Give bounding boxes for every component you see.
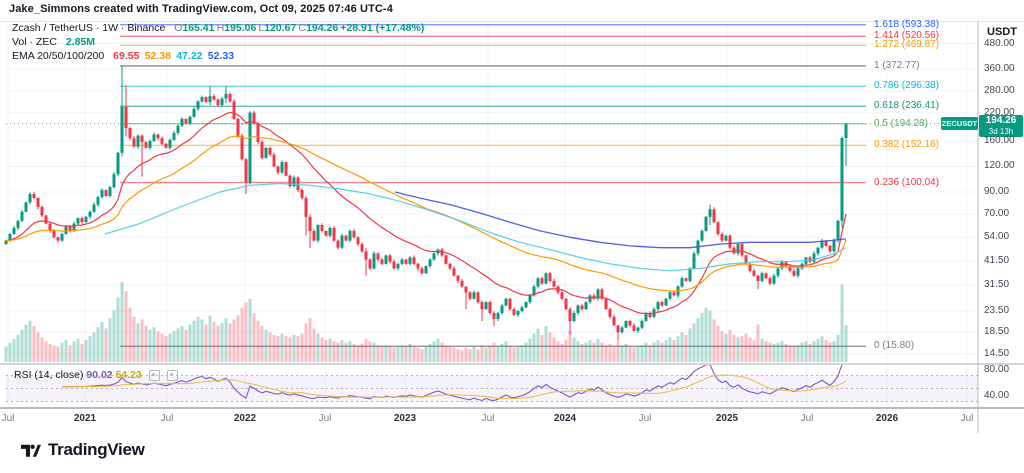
ema-value: 47.22 xyxy=(176,50,208,62)
ohlc-value: 195.06 xyxy=(224,22,259,34)
volume-label: Vol · ZEC xyxy=(12,36,57,48)
current-price: 194.26 xyxy=(985,115,1017,126)
tradingview-logo-text: TradingView xyxy=(48,440,145,459)
ohlc-key: C xyxy=(298,22,307,34)
bar-countdown: 3d 13h xyxy=(988,127,1014,136)
more-options-icon[interactable] xyxy=(166,369,178,381)
time-tick-label: 2024 xyxy=(553,413,577,424)
rsi-ma-value: 54.23 xyxy=(115,369,142,381)
price-tick-label: 41.50 xyxy=(984,255,1010,266)
price-tick-label: 280.00 xyxy=(984,85,1015,96)
price-tick-label: 90.00 xyxy=(984,186,1010,197)
ema-label: EMA 20/50/100/200 xyxy=(12,50,105,62)
ema-value: 52.38 xyxy=(144,50,177,62)
time-tick-label: Jul xyxy=(960,413,974,424)
ohlc-value: 165.41 xyxy=(182,22,217,34)
volume-value: 2.85M xyxy=(65,36,96,48)
price-tick-label: 54.00 xyxy=(984,231,1010,242)
ema-value: 52.33 xyxy=(207,50,240,62)
fib-level-label: 0 (15.80) xyxy=(874,340,915,351)
time-tick-label: 2023 xyxy=(393,413,417,424)
rsi-tick-label: 80.00 xyxy=(984,364,1010,375)
tradingview-logo[interactable]: TradingView xyxy=(20,440,145,460)
time-tick-label: 2025 xyxy=(715,413,739,424)
ohlc-value: 120.67 xyxy=(264,22,299,34)
fib-level-label: 1.618 (593.38) xyxy=(874,19,940,30)
change-value: +28.91 (+17.48%) xyxy=(340,22,425,34)
time-tick-label: 2026 xyxy=(875,413,899,424)
time-tick-label: Jul xyxy=(318,413,332,424)
price-tick-label: 120.00 xyxy=(984,160,1015,171)
chart-credit: Jake_Simmons created with TradingView.co… xyxy=(9,3,393,15)
price-tick-label: 480.00 xyxy=(984,38,1015,49)
price-tick-label: 220.00 xyxy=(984,107,1015,118)
time-tick-label: Jul xyxy=(160,413,174,424)
rsi-label: RSI (14, close) xyxy=(14,369,84,381)
price-tick-label: 14.50 xyxy=(984,348,1010,359)
fib-level-label: 0.236 (100.04) xyxy=(874,177,940,188)
tradingview-logo-icon xyxy=(20,444,41,457)
fib-level-label: 1.414 (520.56) xyxy=(874,30,940,41)
current-price-badge[interactable]: 194.26 3d 13h xyxy=(979,115,1023,137)
price-tick-label: 360.00 xyxy=(984,63,1015,74)
ema-legend-row[interactable]: EMA 20/50/100/200 69.55 52.38 47.22 52.3… xyxy=(12,50,239,62)
rsi-value: 90.02 xyxy=(86,369,113,381)
fib-level-label: 1.272 (469.87) xyxy=(874,39,940,50)
ohlc-key: O xyxy=(174,22,183,34)
fib-level-label: 1 (372.77) xyxy=(874,60,920,71)
time-axis[interactable] xyxy=(0,408,1024,433)
price-tick-label: 70.00 xyxy=(984,208,1010,219)
price-line-symbol-badge: ZECUSDT xyxy=(941,117,978,130)
price-tick-label: 18.50 xyxy=(984,326,1010,337)
fib-level-label: 0.618 (236.41) xyxy=(874,100,940,111)
time-tick-label: Jul xyxy=(481,413,495,424)
price-tick-label: 23.50 xyxy=(984,305,1010,316)
fib-level-label: 0.382 (152.16) xyxy=(874,139,940,150)
rsi-legend-row[interactable]: RSI (14, close) 90.02 54.23 xyxy=(14,369,178,381)
fib-level-label: 0.786 (296.38) xyxy=(874,80,940,91)
eye-icon[interactable] xyxy=(148,369,160,381)
time-tick-label: Jul xyxy=(1,413,15,424)
ohlc-key: L xyxy=(258,22,265,34)
symbol-legend-row[interactable]: Zcash / TetherUS · 1W · Binance O165.41 … xyxy=(12,22,424,34)
price-axis-unit: USDT xyxy=(987,26,1017,38)
ohlc-value: 194.26 xyxy=(306,22,341,34)
ema-values: 69.55 52.38 47.22 52.33 xyxy=(113,50,239,62)
ohlc-key: H xyxy=(216,22,225,34)
fib-level-label: 0.5 (194.28) xyxy=(874,118,928,129)
price-tick-label: 160.00 xyxy=(984,135,1015,146)
price-tick-label: 31.50 xyxy=(984,279,1010,290)
volume-legend-row[interactable]: Vol · ZEC 2.85M xyxy=(12,36,95,48)
ohlc-values: O165.41 H195.06 L120.67 C194.26 +28.91 (… xyxy=(174,22,424,34)
time-tick-label: Jul xyxy=(800,413,814,424)
rsi-tick-label: 40.00 xyxy=(984,390,1010,401)
price-axis[interactable]: USDT xyxy=(978,22,1024,433)
time-tick-label: 2021 xyxy=(73,413,97,424)
time-tick-label: Jul xyxy=(638,413,652,424)
symbol-title: Zcash / TetherUS · 1W · Binance xyxy=(12,22,166,34)
ema-value: 69.55 xyxy=(113,50,145,62)
time-tick-label: 2022 xyxy=(233,413,257,424)
